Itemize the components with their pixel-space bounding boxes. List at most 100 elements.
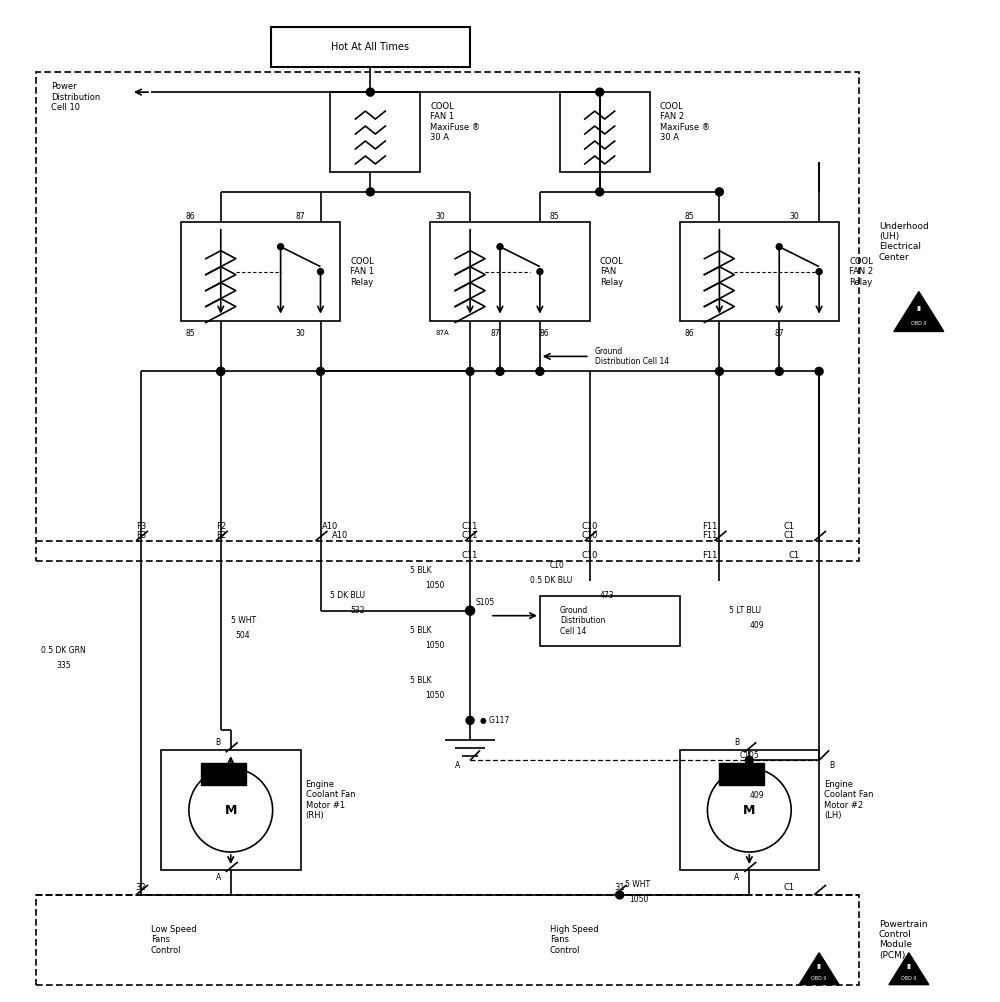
Text: 30: 30	[296, 329, 305, 338]
Text: C10: C10	[582, 522, 598, 531]
Circle shape	[317, 368, 324, 376]
Text: 85: 85	[684, 212, 694, 221]
Text: 0.5 DK BLU: 0.5 DK BLU	[530, 576, 572, 585]
Bar	[181, 221, 340, 322]
Circle shape	[366, 187, 374, 195]
Text: COOL
FAN
Relay: COOL FAN Relay	[600, 257, 623, 287]
Text: A10: A10	[322, 522, 339, 531]
Bar	[36, 72, 859, 561]
Text: 409: 409	[749, 791, 764, 800]
Text: COOL
FAN 2
Relay: COOL FAN 2 Relay	[849, 257, 873, 287]
Text: C10: C10	[550, 561, 565, 570]
Text: 87A: 87A	[435, 331, 449, 337]
Circle shape	[715, 187, 723, 195]
Text: Engine
Coolant Fan
Motor #2
(LH): Engine Coolant Fan Motor #2 (LH)	[824, 781, 874, 821]
Bar	[271, 27, 470, 67]
Text: 1050: 1050	[425, 691, 445, 700]
Text: 5 WHT: 5 WHT	[625, 881, 650, 890]
Text: 5 DK BLU: 5 DK BLU	[330, 591, 365, 600]
Text: Power
Distribution
Cell 10: Power Distribution Cell 10	[51, 82, 100, 112]
Text: 87: 87	[296, 212, 305, 221]
Bar	[430, 221, 590, 322]
Text: M: M	[743, 804, 755, 817]
Text: Low Speed
Fans
Control: Low Speed Fans Control	[151, 925, 197, 955]
Text: C1: C1	[784, 884, 795, 893]
Bar	[161, 750, 301, 870]
Text: 87: 87	[490, 329, 500, 338]
Text: II: II	[916, 306, 921, 312]
Text: C11: C11	[462, 531, 478, 540]
Text: F3: F3	[136, 522, 146, 531]
Text: F11: F11	[702, 551, 717, 560]
Circle shape	[466, 606, 475, 615]
Circle shape	[497, 243, 503, 249]
Text: 85: 85	[550, 212, 559, 221]
Text: 5 BLK: 5 BLK	[729, 776, 751, 785]
Text: COOL
FAN 2
MaxiFuse ®
30 A: COOL FAN 2 MaxiFuse ® 30 A	[660, 102, 710, 142]
Polygon shape	[889, 953, 929, 985]
Bar	[680, 221, 839, 322]
Text: F3: F3	[136, 531, 146, 540]
Text: 86: 86	[186, 212, 195, 221]
Text: 87: 87	[774, 329, 784, 338]
Text: 473: 473	[600, 591, 614, 600]
Text: C11: C11	[462, 522, 478, 531]
Text: C1: C1	[789, 551, 800, 560]
Text: S105: S105	[475, 598, 494, 607]
Text: 31: 31	[614, 884, 625, 893]
Circle shape	[536, 368, 544, 376]
Text: B: B	[829, 761, 834, 770]
Circle shape	[496, 368, 504, 376]
Bar	[719, 764, 764, 786]
Text: Engine
Coolant Fan
Motor #1
(RH): Engine Coolant Fan Motor #1 (RH)	[306, 781, 355, 821]
Text: C11: C11	[462, 551, 478, 560]
Text: C10: C10	[582, 551, 598, 560]
Text: F2: F2	[216, 522, 226, 531]
Text: 532: 532	[350, 606, 365, 615]
Text: B: B	[216, 737, 221, 746]
Polygon shape	[894, 292, 944, 332]
Polygon shape	[799, 953, 839, 985]
Text: 335: 335	[56, 661, 71, 670]
Text: COOL
FAN 1
Relay: COOL FAN 1 Relay	[350, 257, 375, 287]
Bar	[36, 895, 859, 985]
Text: F2: F2	[216, 531, 226, 540]
Text: 504: 504	[236, 631, 250, 640]
Text: Ground
Distribution Cell 14: Ground Distribution Cell 14	[595, 347, 669, 366]
Bar	[540, 596, 680, 645]
Circle shape	[466, 368, 474, 376]
Text: Underhood
(UH)
Electrical
Center: Underhood (UH) Electrical Center	[879, 221, 929, 262]
Circle shape	[596, 187, 604, 195]
Text: F11: F11	[702, 522, 717, 531]
Text: F11: F11	[702, 531, 717, 540]
Circle shape	[815, 368, 823, 376]
Text: A: A	[734, 874, 739, 883]
Circle shape	[318, 269, 323, 275]
Text: High Speed
Fans
Control: High Speed Fans Control	[550, 925, 598, 955]
Text: 5 BLK: 5 BLK	[410, 676, 432, 685]
Text: A: A	[455, 761, 460, 770]
Text: ● G117: ● G117	[480, 715, 509, 724]
Text: 86: 86	[684, 329, 694, 338]
Text: 30: 30	[435, 212, 445, 221]
Text: 1050: 1050	[425, 641, 445, 650]
Circle shape	[616, 891, 624, 899]
Text: B: B	[734, 737, 739, 746]
Text: C10: C10	[582, 531, 598, 540]
Text: C105: C105	[739, 750, 759, 760]
Circle shape	[775, 368, 783, 376]
Bar	[201, 764, 246, 786]
Text: A10: A10	[332, 531, 349, 540]
Circle shape	[278, 243, 284, 249]
Text: 5 WHT: 5 WHT	[231, 616, 256, 625]
Text: 1050: 1050	[630, 896, 649, 905]
Text: C1: C1	[784, 522, 795, 531]
Text: 85: 85	[186, 329, 195, 338]
Text: 32: 32	[136, 884, 146, 893]
Text: M: M	[225, 804, 237, 817]
Circle shape	[537, 269, 543, 275]
Text: 409: 409	[749, 621, 764, 630]
Circle shape	[217, 368, 225, 376]
Text: Ground
Distribution
Cell 14: Ground Distribution Cell 14	[560, 606, 605, 635]
Text: OBD II: OBD II	[901, 976, 917, 981]
